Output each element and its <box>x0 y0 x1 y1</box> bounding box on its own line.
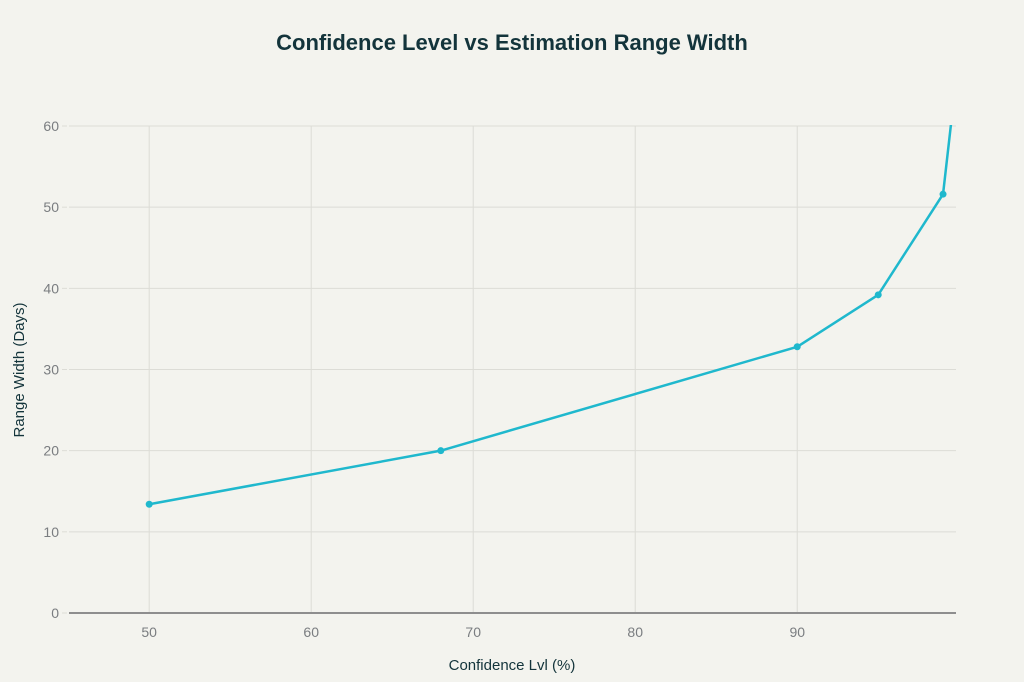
y-tick-label: 60 <box>43 118 59 134</box>
data-point[interactable] <box>145 500 153 508</box>
x-tick-label: 90 <box>789 624 805 640</box>
x-axis-title: Confidence Lvl (%) <box>449 657 576 674</box>
x-tick-label: 80 <box>627 624 643 640</box>
series <box>145 125 953 508</box>
y-tick-label: 40 <box>43 280 59 296</box>
y-tick-label: 20 <box>43 443 59 459</box>
data-point[interactable] <box>437 447 445 455</box>
y-tick-label: 50 <box>43 199 59 215</box>
y-tick-label: 30 <box>43 362 59 378</box>
axes: 50 60 70 80 90 0 10 20 30 40 50 60 <box>43 118 956 640</box>
chart-title: Confidence Level vs Estimation Range Wid… <box>276 30 748 55</box>
x-tick-label: 70 <box>465 624 481 640</box>
x-tick-label: 50 <box>141 624 157 640</box>
data-point[interactable] <box>939 190 947 198</box>
x-tick-label: 60 <box>303 624 319 640</box>
grid <box>62 125 956 614</box>
data-point[interactable] <box>874 291 882 299</box>
series-line <box>148 125 953 506</box>
data-point[interactable] <box>793 343 801 351</box>
y-tick-label: 0 <box>51 605 59 621</box>
y-tick-label: 10 <box>43 524 59 540</box>
y-axis-title: Range Width (Days) <box>11 302 28 437</box>
